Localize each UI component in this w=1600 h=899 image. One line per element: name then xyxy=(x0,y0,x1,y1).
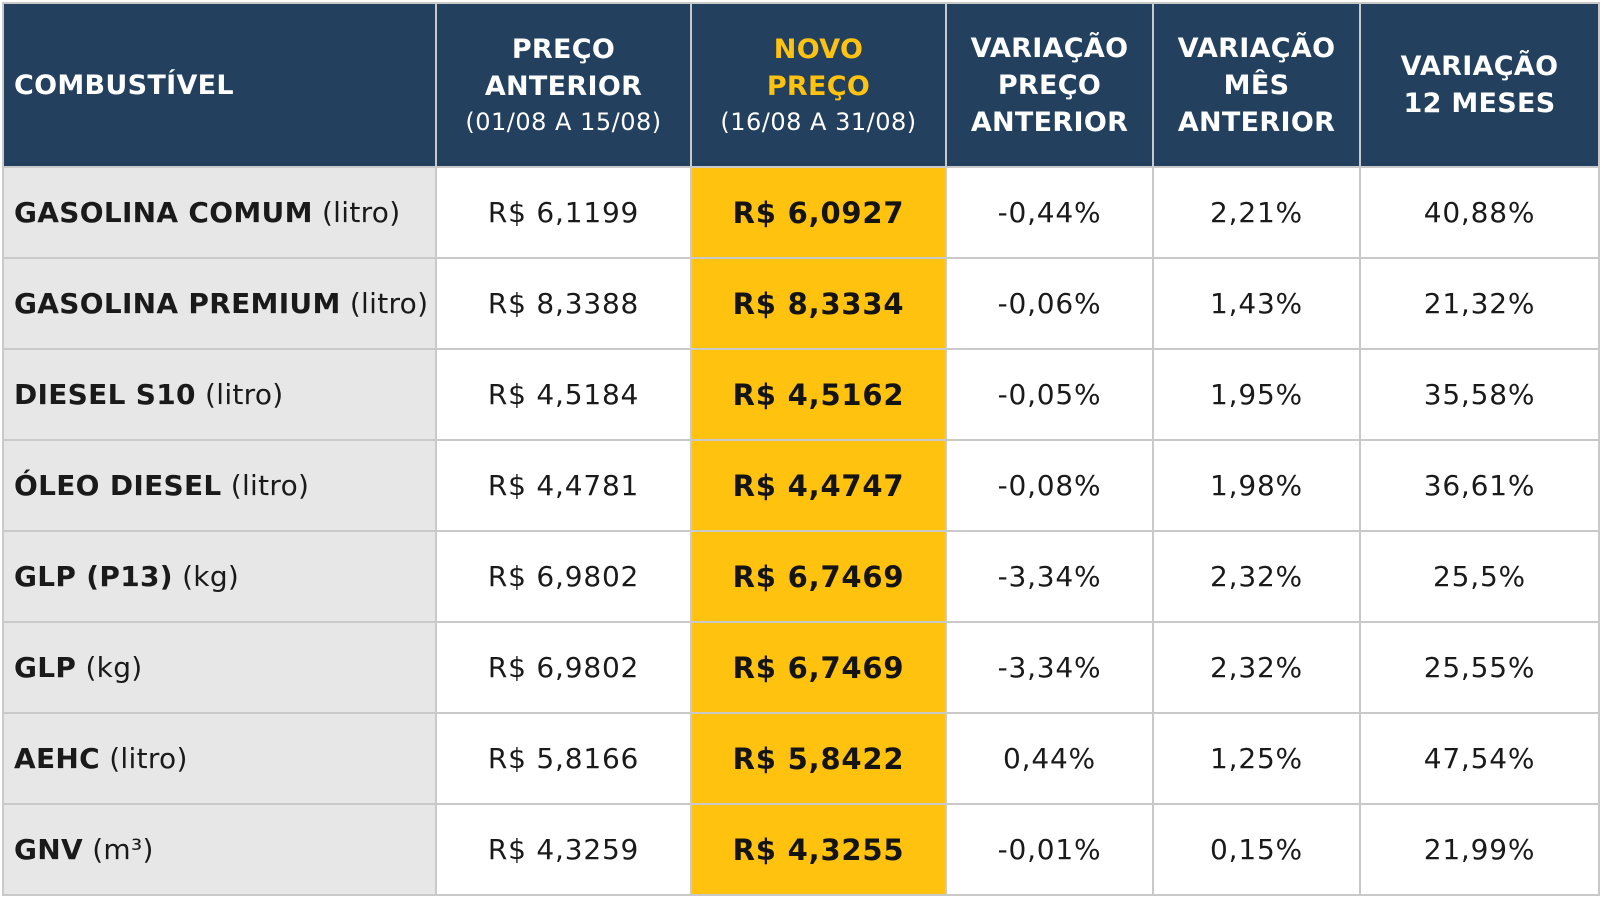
header-var-previous-month-line2: MÊS xyxy=(1223,69,1290,101)
header-previous-price-line2: ANTERIOR xyxy=(484,71,643,102)
fuel-name: GLP xyxy=(14,651,77,684)
header-new-price: NOVO PREÇO (16/08 A 31/08) xyxy=(690,2,947,168)
var-previous-price-cell: -0,05% xyxy=(945,348,1154,441)
header-fuel-label: COMBUSTÍVEL xyxy=(14,69,234,101)
table-row: AEHC (litro) R$ 5,8166 R$ 5,8422 0,44% 1… xyxy=(2,712,1600,805)
header-var-previous-price: VARIAÇÃO PREÇO ANTERIOR xyxy=(945,2,1154,168)
header-previous-price-line1: PREÇO xyxy=(511,34,616,65)
fuel-name: GNV xyxy=(14,833,83,866)
var-12-months-cell: 47,54% xyxy=(1359,712,1600,805)
fuel-cell: GLP (kg) xyxy=(2,621,437,714)
header-var-previous-month-line3: ANTERIOR xyxy=(1177,106,1336,138)
header-fuel: COMBUSTÍVEL xyxy=(2,2,437,168)
fuel-name: ÓLEO DIESEL xyxy=(14,469,222,502)
var-previous-month-cell: 1,95% xyxy=(1152,348,1361,441)
header-var-previous-month-line1: VARIAÇÃO xyxy=(1177,32,1336,64)
var-12-months-cell: 21,99% xyxy=(1359,803,1600,896)
header-previous-price-period: (01/08 A 15/08) xyxy=(465,108,662,136)
var-12-months-cell: 25,5% xyxy=(1359,530,1600,623)
header-new-price-line1: NOVO xyxy=(773,34,864,65)
new-price-cell: R$ 4,5162 xyxy=(690,348,947,441)
previous-price-cell: R$ 4,4781 xyxy=(435,439,692,532)
fuel-name: GLP (P13) xyxy=(14,560,173,593)
new-price-cell: R$ 4,3255 xyxy=(690,803,947,896)
new-price-cell: R$ 5,8422 xyxy=(690,712,947,805)
table-row: GNV (m³) R$ 4,3259 R$ 4,3255 -0,01% 0,15… xyxy=(2,803,1600,896)
previous-price-cell: R$ 4,5184 xyxy=(435,348,692,441)
previous-price-cell: R$ 6,9802 xyxy=(435,530,692,623)
var-12-months-cell: 25,55% xyxy=(1359,621,1600,714)
var-12-months-cell: 40,88% xyxy=(1359,166,1600,259)
new-price-cell: R$ 6,7469 xyxy=(690,621,947,714)
header-var-previous-month: VARIAÇÃO MÊS ANTERIOR xyxy=(1152,2,1361,168)
fuel-cell: GASOLINA PREMIUM (litro) xyxy=(2,257,437,350)
table-row: GASOLINA PREMIUM (litro) R$ 8,3388 R$ 8,… xyxy=(2,257,1600,350)
header-row: COMBUSTÍVEL PREÇO ANTERIOR (01/08 A 15/0… xyxy=(2,2,1600,168)
table-body: GASOLINA COMUM (litro) R$ 6,1199 R$ 6,09… xyxy=(2,166,1600,896)
var-previous-month-cell: 2,32% xyxy=(1152,530,1361,623)
fuel-unit: (kg) xyxy=(182,560,240,593)
fuel-name: GASOLINA COMUM xyxy=(14,196,313,229)
table-row: DIESEL S10 (litro) R$ 4,5184 R$ 4,5162 -… xyxy=(2,348,1600,441)
fuel-unit: (litro) xyxy=(205,378,284,411)
header-var-previous-price-line1: VARIAÇÃO xyxy=(970,32,1129,64)
fuel-name: GASOLINA PREMIUM xyxy=(14,287,341,320)
var-previous-price-cell: -0,44% xyxy=(945,166,1154,259)
var-previous-price-cell: -3,34% xyxy=(945,621,1154,714)
header-var-12-months-line2: 12 MESES xyxy=(1403,88,1556,119)
fuel-cell: GLP (P13) (kg) xyxy=(2,530,437,623)
fuel-name: DIESEL S10 xyxy=(14,378,196,411)
fuel-unit: (kg) xyxy=(85,651,143,684)
fuel-unit: (litro) xyxy=(230,469,310,502)
fuel-cell: GNV (m³) xyxy=(2,803,437,896)
var-previous-month-cell: 1,43% xyxy=(1152,257,1361,350)
header-new-price-line2: PREÇO xyxy=(766,71,871,102)
header-var-previous-price-line2: PREÇO xyxy=(997,69,1102,101)
var-previous-price-cell: -0,06% xyxy=(945,257,1154,350)
header-var-12-months: VARIAÇÃO 12 MESES xyxy=(1359,2,1600,168)
var-previous-price-cell: -0,01% xyxy=(945,803,1154,896)
previous-price-cell: R$ 4,3259 xyxy=(435,803,692,896)
var-previous-month-cell: 1,25% xyxy=(1152,712,1361,805)
previous-price-cell: R$ 5,8166 xyxy=(435,712,692,805)
fuel-cell: GASOLINA COMUM (litro) xyxy=(2,166,437,259)
table-row: GLP (P13) (kg) R$ 6,9802 R$ 6,7469 -3,34… xyxy=(2,530,1600,623)
new-price-cell: R$ 6,0927 xyxy=(690,166,947,259)
table-row: GASOLINA COMUM (litro) R$ 6,1199 R$ 6,09… xyxy=(2,166,1600,259)
previous-price-cell: R$ 8,3388 xyxy=(435,257,692,350)
fuel-unit: (litro) xyxy=(349,287,429,320)
table-row: GLP (kg) R$ 6,9802 R$ 6,7469 -3,34% 2,32… xyxy=(2,621,1600,714)
fuel-name: AEHC xyxy=(14,742,100,775)
fuel-unit: (litro) xyxy=(109,742,188,775)
var-12-months-cell: 36,61% xyxy=(1359,439,1600,532)
fuel-unit: (m³) xyxy=(92,833,154,866)
header-previous-price: PREÇO ANTERIOR (01/08 A 15/08) xyxy=(435,2,692,168)
fuel-cell: DIESEL S10 (litro) xyxy=(2,348,437,441)
fuel-unit: (litro) xyxy=(321,196,401,229)
fuel-cell: ÓLEO DIESEL (litro) xyxy=(2,439,437,532)
new-price-cell: R$ 6,7469 xyxy=(690,530,947,623)
previous-price-cell: R$ 6,9802 xyxy=(435,621,692,714)
var-12-months-cell: 21,32% xyxy=(1359,257,1600,350)
fuel-cell: AEHC (litro) xyxy=(2,712,437,805)
previous-price-cell: R$ 6,1199 xyxy=(435,166,692,259)
var-previous-month-cell: 2,32% xyxy=(1152,621,1361,714)
var-12-months-cell: 35,58% xyxy=(1359,348,1600,441)
header-var-previous-price-line3: ANTERIOR xyxy=(970,106,1129,138)
var-previous-month-cell: 0,15% xyxy=(1152,803,1361,896)
new-price-cell: R$ 8,3334 xyxy=(690,257,947,350)
var-previous-month-cell: 1,98% xyxy=(1152,439,1361,532)
header-var-12-months-line1: VARIAÇÃO xyxy=(1400,51,1559,82)
var-previous-price-cell: 0,44% xyxy=(945,712,1154,805)
var-previous-month-cell: 2,21% xyxy=(1152,166,1361,259)
table-row: ÓLEO DIESEL (litro) R$ 4,4781 R$ 4,4747 … xyxy=(2,439,1600,532)
var-previous-price-cell: -3,34% xyxy=(945,530,1154,623)
new-price-cell: R$ 4,4747 xyxy=(690,439,947,532)
var-previous-price-cell: -0,08% xyxy=(945,439,1154,532)
header-new-price-period: (16/08 A 31/08) xyxy=(720,108,917,136)
table-header: COMBUSTÍVEL PREÇO ANTERIOR (01/08 A 15/0… xyxy=(2,2,1600,168)
